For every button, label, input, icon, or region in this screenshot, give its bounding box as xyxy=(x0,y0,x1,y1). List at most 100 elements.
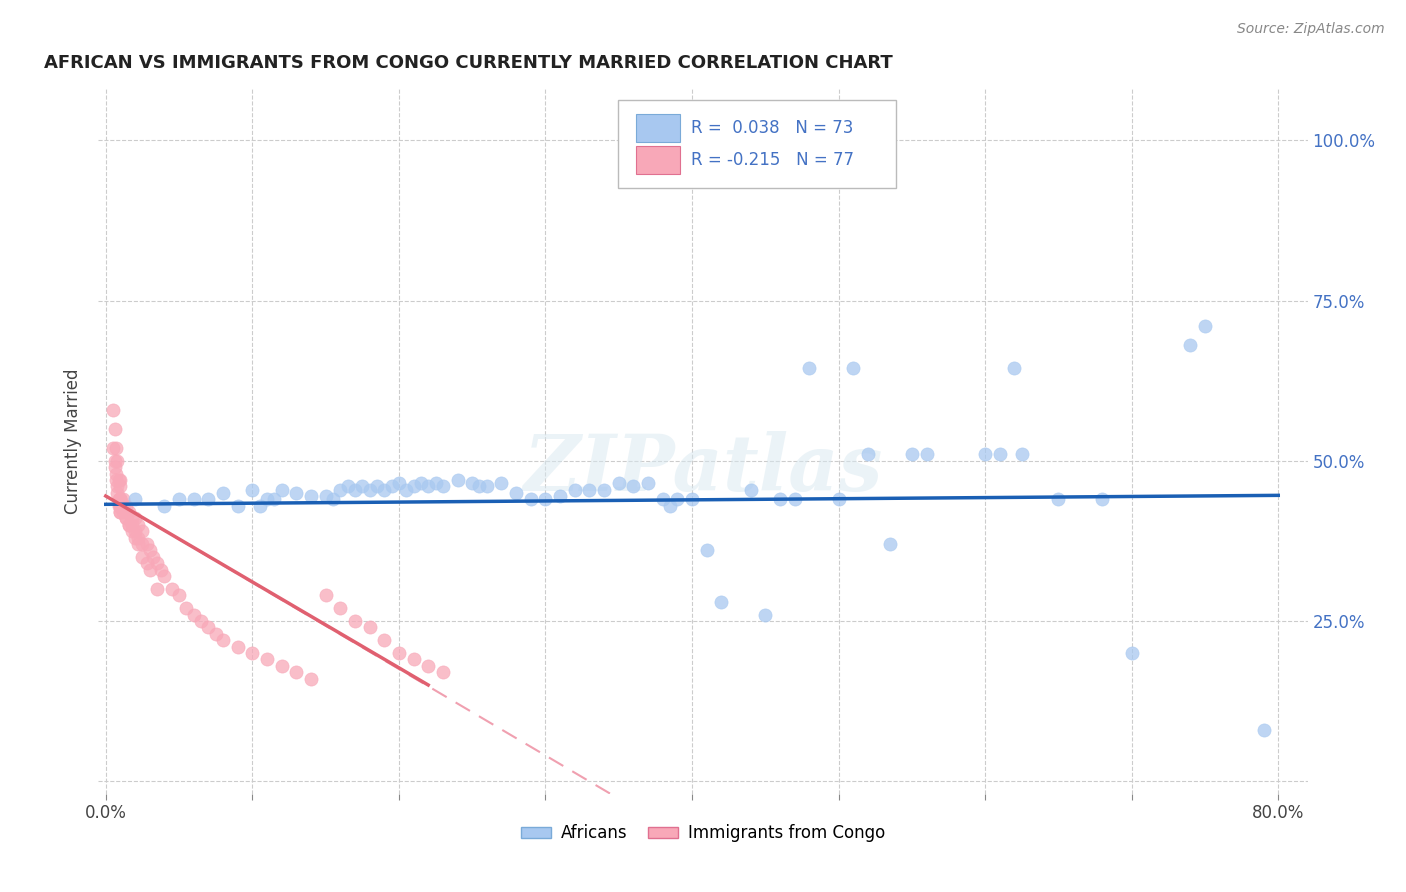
Point xyxy=(183,607,205,622)
Point xyxy=(204,626,226,640)
Point xyxy=(491,476,513,491)
Point xyxy=(336,479,359,493)
Point xyxy=(101,402,124,417)
Point xyxy=(827,492,849,507)
Point xyxy=(103,454,125,468)
Point xyxy=(212,485,235,500)
Point xyxy=(226,640,249,654)
Point xyxy=(135,556,157,570)
Point xyxy=(681,492,703,507)
Point xyxy=(263,492,285,507)
Point xyxy=(418,479,440,493)
Point xyxy=(107,485,129,500)
Point xyxy=(127,531,149,545)
Point xyxy=(446,473,468,487)
Point xyxy=(212,633,235,648)
Point xyxy=(988,447,1011,461)
Point xyxy=(110,499,132,513)
Point xyxy=(124,524,146,539)
Point xyxy=(329,601,352,615)
Point xyxy=(425,476,447,491)
Point xyxy=(373,633,395,648)
Point xyxy=(110,499,132,513)
Point xyxy=(112,505,135,519)
Point xyxy=(607,476,630,491)
Point xyxy=(315,588,337,602)
Point xyxy=(1194,319,1216,334)
Point xyxy=(101,441,124,455)
Point xyxy=(138,543,160,558)
Y-axis label: Currently Married: Currently Married xyxy=(65,368,83,515)
Point xyxy=(240,483,263,497)
Point xyxy=(249,499,271,513)
Point xyxy=(754,607,776,622)
Point xyxy=(108,499,131,513)
Text: ZIPatlas: ZIPatlas xyxy=(523,432,883,508)
Point xyxy=(299,672,322,686)
Point xyxy=(285,485,308,500)
Point xyxy=(380,479,402,493)
Point xyxy=(121,517,143,532)
Point xyxy=(395,483,418,497)
Point xyxy=(343,614,366,628)
Point xyxy=(160,582,183,596)
Point xyxy=(110,473,132,487)
Point xyxy=(108,473,131,487)
Point xyxy=(107,454,129,468)
Point xyxy=(124,511,146,525)
Point xyxy=(475,479,498,493)
Point xyxy=(103,460,125,475)
Point xyxy=(110,505,132,519)
Point xyxy=(118,517,141,532)
Point xyxy=(270,483,292,497)
Point xyxy=(432,479,454,493)
Point xyxy=(373,483,395,497)
Point xyxy=(842,360,865,375)
Point xyxy=(352,479,374,493)
Point xyxy=(118,517,141,532)
Point xyxy=(118,505,141,519)
Point xyxy=(190,614,212,628)
Point xyxy=(621,479,644,493)
Point xyxy=(402,479,425,493)
Point xyxy=(322,492,344,507)
Point xyxy=(359,483,381,497)
Point xyxy=(138,563,160,577)
Point xyxy=(110,492,132,507)
Point xyxy=(578,483,600,497)
Point xyxy=(402,652,425,666)
Point xyxy=(115,511,138,525)
Point xyxy=(105,441,128,455)
Point xyxy=(1253,723,1275,737)
Point xyxy=(432,665,454,680)
Point xyxy=(915,447,938,461)
Text: R =  0.038   N = 73: R = 0.038 N = 73 xyxy=(690,119,853,137)
Point xyxy=(121,511,143,525)
Point xyxy=(112,499,135,513)
Legend: Africans, Immigrants from Congo: Africans, Immigrants from Congo xyxy=(515,818,891,849)
Point xyxy=(150,563,173,577)
Point xyxy=(112,499,135,513)
Point xyxy=(710,595,733,609)
Text: R = -0.215   N = 77: R = -0.215 N = 77 xyxy=(690,152,853,169)
Point xyxy=(783,492,806,507)
Point xyxy=(167,588,190,602)
Point xyxy=(110,492,132,507)
Point xyxy=(146,582,169,596)
Point xyxy=(131,524,153,539)
Point xyxy=(659,499,682,513)
Point xyxy=(468,479,491,493)
Point xyxy=(409,476,432,491)
Point xyxy=(256,652,278,666)
Text: AFRICAN VS IMMIGRANTS FROM CONGO CURRENTLY MARRIED CORRELATION CHART: AFRICAN VS IMMIGRANTS FROM CONGO CURRENT… xyxy=(44,54,893,72)
Point xyxy=(167,492,190,507)
Point xyxy=(153,569,176,583)
Point xyxy=(142,549,165,564)
Point xyxy=(107,479,129,493)
Point xyxy=(226,499,249,513)
Point xyxy=(505,485,527,500)
Point xyxy=(110,492,132,507)
Point xyxy=(329,483,352,497)
Point xyxy=(388,646,411,660)
Point xyxy=(110,479,132,493)
